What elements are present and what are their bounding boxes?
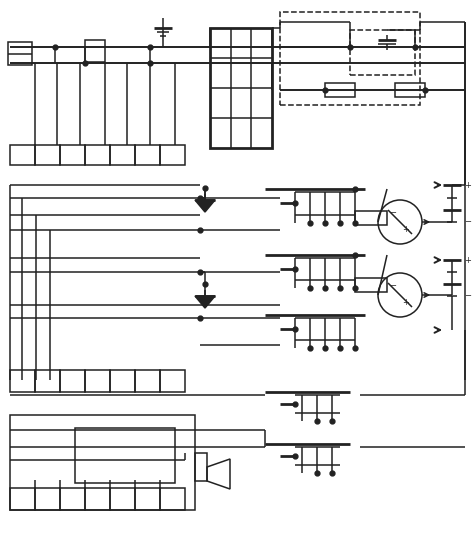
Text: −: − (464, 292, 471, 301)
Bar (10, 488, 35, 510)
Bar (110, 145, 135, 165)
Bar (85, 40, 105, 62)
Bar (60, 370, 85, 392)
Bar (60, 488, 85, 510)
Bar (160, 370, 185, 392)
Bar (210, 28, 272, 148)
Bar (8, 42, 32, 65)
Bar (35, 370, 60, 392)
Text: +: + (464, 256, 471, 264)
Text: +: + (402, 297, 410, 307)
Bar (60, 145, 85, 165)
Text: +: + (464, 180, 471, 189)
Bar (160, 145, 185, 165)
Text: −: − (464, 218, 471, 226)
Text: −: − (390, 209, 396, 218)
Bar (160, 488, 185, 510)
Bar (350, 30, 415, 75)
Text: +: + (402, 225, 410, 233)
Bar (135, 370, 160, 392)
Bar (85, 488, 110, 510)
Polygon shape (195, 296, 215, 308)
Bar (395, 83, 425, 97)
Bar (110, 488, 135, 510)
Bar (10, 370, 35, 392)
Bar (10, 145, 35, 165)
Bar (110, 370, 135, 392)
Bar (195, 453, 207, 481)
Bar (35, 145, 60, 165)
Bar (325, 83, 355, 97)
Bar (10, 415, 195, 510)
Bar (85, 145, 110, 165)
Bar (355, 211, 387, 225)
Bar (135, 488, 160, 510)
Text: −: − (390, 281, 396, 291)
Bar (135, 145, 160, 165)
Bar (355, 278, 387, 292)
Bar (280, 12, 420, 105)
Bar (75, 428, 175, 483)
Bar (35, 488, 60, 510)
Bar (85, 370, 110, 392)
Polygon shape (195, 200, 215, 212)
